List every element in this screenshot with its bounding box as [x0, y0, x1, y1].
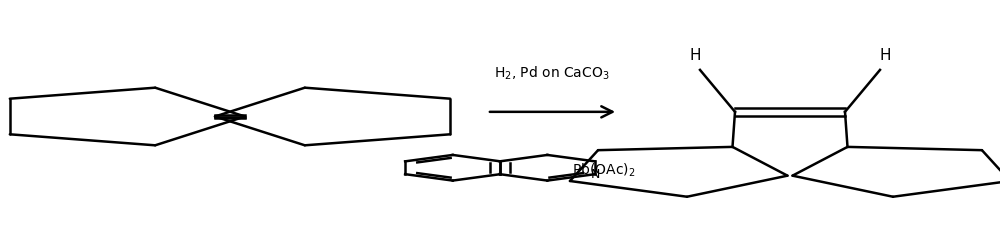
Text: H$_2$, Pd on CaCO$_3$: H$_2$, Pd on CaCO$_3$: [494, 64, 610, 82]
Text: Pb(OAc)$_2$: Pb(OAc)$_2$: [572, 161, 635, 179]
Text: N: N: [590, 168, 600, 181]
Text: H: H: [879, 48, 891, 63]
Text: H: H: [689, 48, 701, 63]
